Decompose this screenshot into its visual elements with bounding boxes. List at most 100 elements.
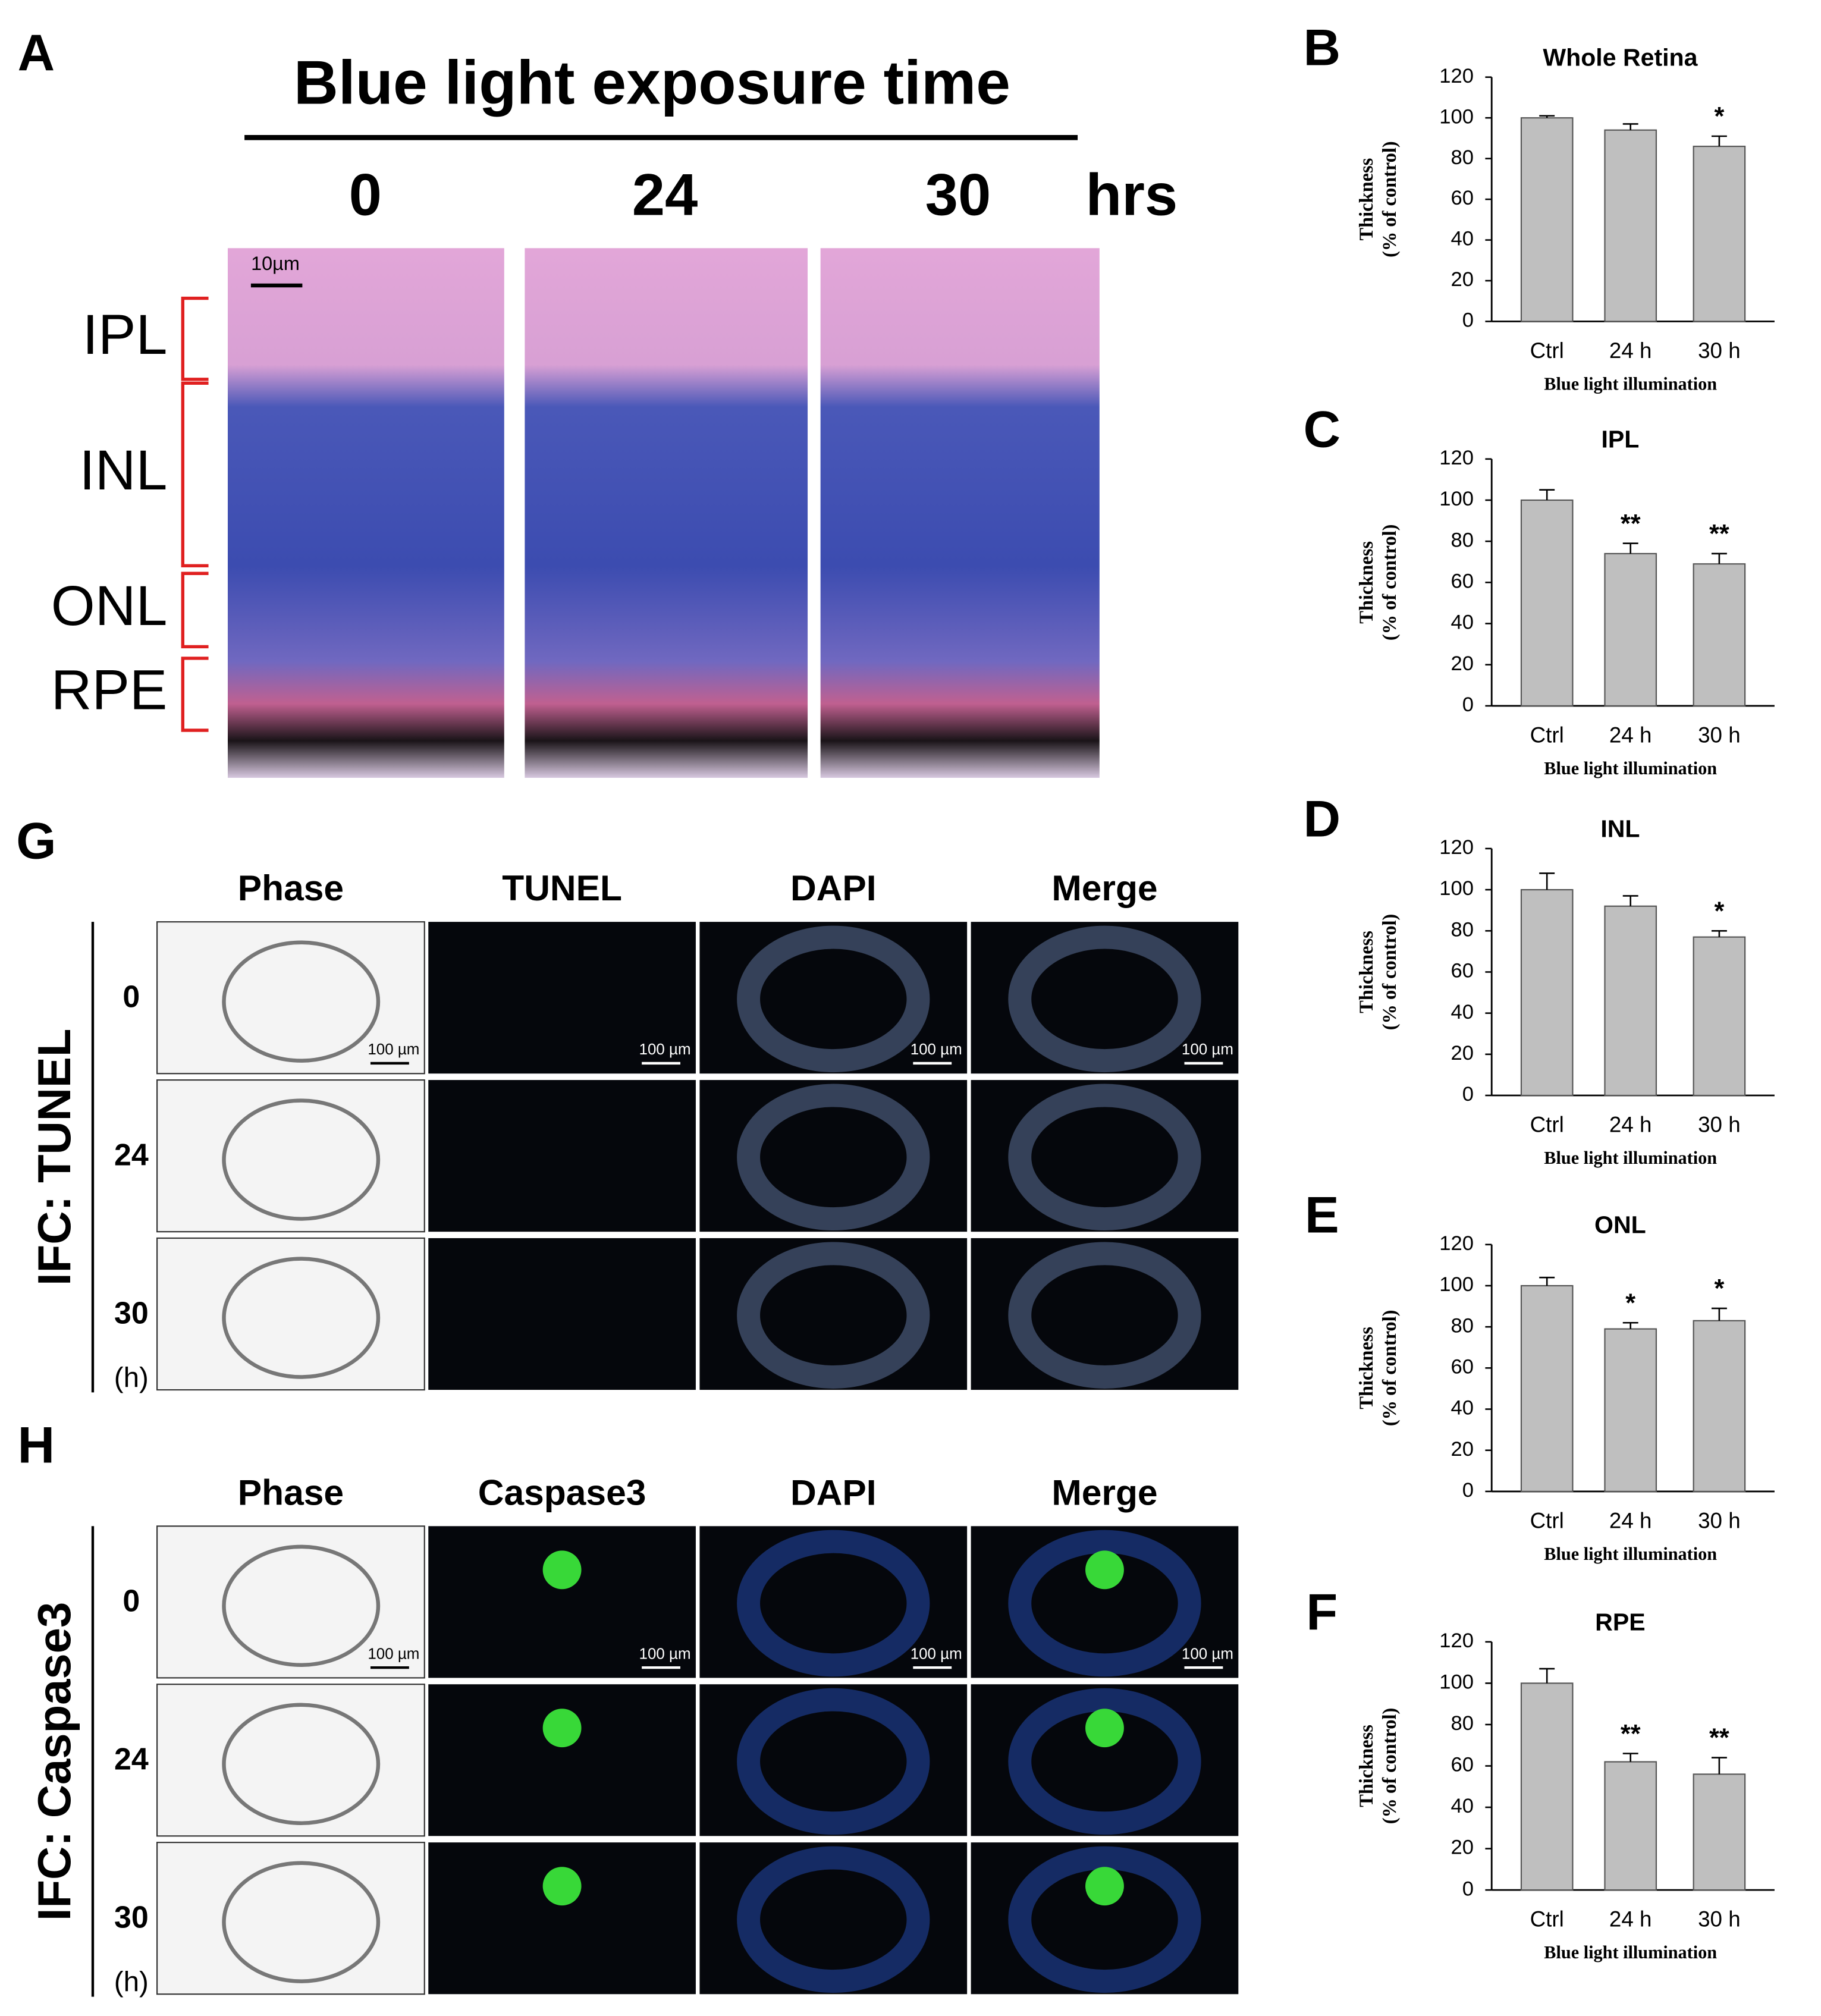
x-tick-label: 30 h — [1698, 723, 1741, 748]
unit-label: hrs — [1085, 162, 1178, 228]
y-tick-label: 20 — [1450, 652, 1473, 675]
dapi-signal — [1008, 925, 1201, 1073]
x-axis-label: Blue light illumination — [1544, 374, 1717, 394]
column-header: Merge — [1051, 1472, 1157, 1512]
column-label: 0 — [349, 162, 382, 228]
error-bar — [1622, 542, 1638, 554]
bar — [1693, 936, 1746, 1097]
eye-outline — [222, 1098, 381, 1221]
micrograph — [428, 922, 696, 1074]
panel-title: Blue light exposure time — [294, 48, 1010, 117]
column-header: DAPI — [790, 1472, 877, 1512]
layer-label: INL — [79, 439, 167, 502]
y-axis-label: Thickness — [1356, 931, 1377, 1013]
panel-label: D — [1304, 791, 1340, 848]
y-tick-label: 80 — [1450, 1712, 1473, 1735]
error-bar — [1539, 1276, 1555, 1286]
y-tick-label: 0 — [1462, 309, 1474, 332]
panel-label: G — [16, 812, 56, 869]
y-tick-label: 80 — [1450, 918, 1473, 941]
scale-label: 100 µm — [368, 1041, 419, 1058]
y-tick-label: 20 — [1450, 1042, 1473, 1064]
micrograph — [428, 1684, 696, 1836]
error-bar — [1622, 895, 1638, 906]
layer-label: RPE — [51, 659, 168, 722]
panel-label: E — [1305, 1186, 1339, 1243]
x-axis-label: Blue light illumination — [1544, 758, 1717, 778]
histology-image — [525, 248, 808, 778]
dapi-signal — [737, 1530, 930, 1677]
significance-label: ** — [1709, 1724, 1729, 1753]
y-tick-label: 60 — [1450, 960, 1473, 982]
column-header: Phase — [238, 1472, 344, 1512]
y-axis-label: (% of control) — [1379, 141, 1401, 258]
error-bar — [1711, 1757, 1727, 1775]
y-tick-label: 120 — [1439, 1629, 1474, 1652]
row-title: IFC: Caspase3 — [29, 1602, 80, 1921]
column-label: 24 — [632, 162, 698, 228]
x-tick-label: Ctrl — [1530, 723, 1564, 748]
eye-outline — [222, 1703, 381, 1825]
y-tick-label: 20 — [1450, 1438, 1473, 1461]
micrograph — [428, 1238, 696, 1390]
row-label: 24 — [114, 1137, 149, 1172]
bar — [1604, 1761, 1657, 1891]
y-tick-label: 60 — [1450, 1355, 1473, 1378]
layer-label: IPL — [83, 303, 168, 366]
dapi-signal — [737, 1846, 930, 1993]
y-tick-label: 0 — [1462, 1083, 1474, 1106]
error-bar — [1622, 1753, 1638, 1762]
x-tick-label: 30 h — [1698, 1907, 1741, 1932]
y-tick-label: 40 — [1450, 611, 1473, 634]
eye-outline — [222, 1861, 381, 1983]
x-tick-label: 24 h — [1609, 1508, 1652, 1533]
bar — [1520, 889, 1574, 1097]
column-label: 30 — [925, 162, 991, 228]
row-label: 30 — [114, 1900, 149, 1935]
significance-label: * — [1714, 897, 1724, 925]
y-tick-label: 120 — [1439, 1232, 1474, 1255]
y-tick-label: 20 — [1450, 1836, 1473, 1859]
dapi-signal — [737, 1242, 930, 1389]
row-label: 24 — [114, 1742, 149, 1776]
error-bar — [1622, 1321, 1638, 1329]
bar — [1520, 1682, 1574, 1891]
bar — [1520, 1285, 1574, 1492]
bar — [1693, 563, 1746, 707]
y-tick-label: 40 — [1450, 1001, 1473, 1023]
column-header: Merge — [1051, 868, 1157, 908]
dapi-signal — [737, 1688, 930, 1835]
x-axis-label: Blue light illumination — [1544, 1942, 1717, 1962]
x-tick-label: 24 h — [1609, 723, 1652, 748]
bar — [1693, 146, 1746, 322]
x-tick-label: 30 h — [1698, 338, 1741, 363]
micrograph — [428, 1080, 696, 1232]
bracket — [181, 381, 209, 567]
error-bar — [1539, 872, 1555, 890]
x-axis-label: Blue light illumination — [1544, 1544, 1717, 1564]
y-axis-label: Thickness — [1356, 1725, 1377, 1807]
y-tick-label: 0 — [1462, 693, 1474, 716]
y-tick-label: 100 — [1439, 105, 1474, 128]
x-tick-label: 30 h — [1698, 1508, 1741, 1533]
chart-title: INL — [1600, 815, 1640, 842]
eye-outline — [222, 1544, 381, 1668]
column-header: Phase — [238, 868, 344, 908]
green-signal — [1085, 1867, 1124, 1906]
x-tick-label: Ctrl — [1530, 338, 1564, 363]
error-bar — [1622, 123, 1638, 130]
dapi-signal — [1008, 1688, 1201, 1835]
y-tick-label: 60 — [1450, 1754, 1473, 1776]
panel-label: C — [1304, 401, 1340, 458]
y-tick-label: 0 — [1462, 1479, 1474, 1502]
significance-label: * — [1625, 1289, 1635, 1317]
error-bar — [1711, 135, 1727, 147]
error-bar — [1539, 115, 1555, 118]
chart-title: IPL — [1601, 425, 1639, 453]
scale-label: 100 µm — [639, 1041, 691, 1058]
bar — [1520, 499, 1574, 707]
dapi-signal — [1008, 1846, 1201, 1993]
dapi-signal — [737, 925, 930, 1073]
panel-label: F — [1306, 1584, 1338, 1641]
bar — [1604, 552, 1657, 707]
